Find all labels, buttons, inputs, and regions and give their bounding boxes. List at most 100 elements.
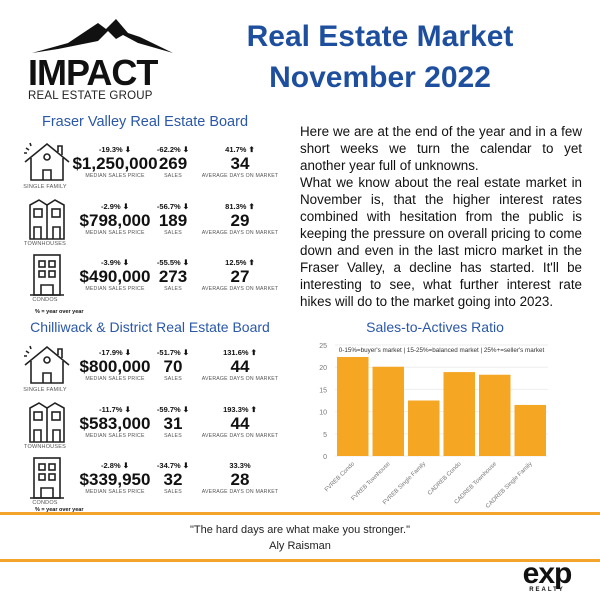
property-type-label: CONDOS — [32, 297, 58, 303]
sales-count: 31 — [163, 414, 183, 433]
days-change: 131.6% — [223, 348, 249, 357]
page-title-line1: Real Estate Market — [246, 20, 514, 53]
price-change: -2.9% — [101, 202, 121, 211]
days-on-market: 44 — [230, 414, 250, 433]
stats-row-townhouses: TOWNHOUSES -11.7% ⬇ $583,000 MEDIAN SALE… — [0, 400, 300, 460]
median-price-caption: MEDIAN SALES PRICE — [85, 286, 145, 292]
days-caption: AVERAGE DAYS ON MARKET — [201, 286, 279, 292]
days-caption: AVERAGE DAYS ON MARKET — [201, 433, 279, 439]
sales-caption: SALES — [164, 433, 182, 439]
commentary-paragraph: What we know about the real estate marke… — [300, 175, 582, 309]
median-price-stat: -3.9% ⬇ $490,000 MEDIAN SALES PRICE — [70, 258, 160, 292]
x-tick-label: CADREB Condo — [427, 461, 463, 497]
arrow-down-icon: ⬇ — [180, 461, 190, 470]
arrow-up-icon: ⬆ — [246, 258, 255, 267]
stats-row-condos: CONDOS -2.8% ⬇ $339,950 MEDIAN SALES PRI… — [0, 456, 300, 516]
price-change: -11.7% — [99, 405, 123, 414]
commentary-paragraph: Here we are at the end of the year and i… — [300, 124, 582, 173]
bar — [514, 404, 546, 456]
sales-count: 70 — [163, 357, 183, 376]
y-tick-label: 20 — [319, 365, 327, 372]
house-icon — [22, 343, 72, 387]
days-caption: AVERAGE DAYS ON MARKET — [201, 173, 279, 179]
sales-change: -56.7% — [156, 202, 181, 211]
days-on-market-stat: 193.3% ⬆ 44 AVERAGE DAYS ON MARKET — [200, 405, 280, 439]
days-on-market: 27 — [230, 267, 250, 286]
median-price-caption: MEDIAN SALES PRICE — [85, 230, 145, 236]
arrow-up-icon: ⬆ — [248, 348, 257, 357]
arrow-up-icon: ⬆ — [246, 145, 255, 154]
sales-change: -59.7% — [156, 405, 181, 414]
arrow-down-icon: ⬇ — [122, 405, 131, 414]
property-type-label: TOWNHOUSES — [24, 241, 66, 247]
sales-change: -34.7% — [156, 461, 181, 470]
fraser-valley-heading: Fraser Valley Real Estate Board — [41, 114, 249, 130]
x-tick-label: FVREB Townhouse — [351, 461, 392, 502]
impact-logo: IMPACT REAL ESTATE GROUP — [28, 15, 178, 105]
quote-author: Aly Raisman — [269, 540, 331, 552]
arrow-down-icon: ⬇ — [120, 461, 129, 470]
sales-caption: SALES — [164, 489, 182, 495]
year-over-year-note: % = year over year — [35, 309, 84, 315]
price-change: -17.9% — [98, 348, 123, 357]
days-on-market: 44 — [230, 357, 250, 376]
divider — [0, 559, 600, 562]
bar — [408, 400, 440, 456]
days-on-market-stat: 12.5% ⬆ 27 AVERAGE DAYS ON MARKET — [200, 258, 280, 292]
sales-stat: -51.7% ⬇ 70 SALES — [148, 348, 198, 382]
stats-row-single-family: SINGLE FAMILY -19.3% ⬇ $1,250,000 MEDIAN… — [0, 140, 300, 200]
stats-row-condos: CONDOS -3.9% ⬇ $490,000 MEDIAN SALES PRI… — [0, 253, 300, 313]
divider — [0, 512, 600, 515]
days-on-market: 34 — [230, 154, 250, 173]
sales-caption: SALES — [164, 173, 182, 179]
arrow-down-icon: ⬇ — [180, 405, 190, 414]
arrow-up-icon: ⬆ — [248, 405, 257, 414]
median-price: $583,000 — [79, 414, 151, 433]
sales-stat: -59.7% ⬇ 31 SALES — [148, 405, 198, 439]
sales-caption: SALES — [164, 230, 182, 236]
bar — [372, 366, 404, 456]
days-on-market-stat: 33.3% 28 AVERAGE DAYS ON MARKET — [200, 461, 280, 495]
median-price: $1,250,000 — [72, 154, 158, 173]
arrow-down-icon: ⬇ — [122, 348, 132, 357]
arrow-down-icon: ⬇ — [180, 145, 190, 154]
sales-change: -62.2% — [156, 145, 181, 154]
arrow-up-icon: ⬆ — [246, 202, 255, 211]
days-on-market-stat: 131.6% ⬆ 44 AVERAGE DAYS ON MARKET — [200, 348, 280, 382]
median-price: $339,950 — [79, 470, 151, 489]
median-price-stat: -2.9% ⬇ $798,000 MEDIAN SALES PRICE — [70, 202, 160, 236]
days-change: 81.3% — [225, 202, 247, 211]
y-tick-label: 25 — [319, 343, 327, 350]
arrow-down-icon: ⬇ — [180, 348, 190, 357]
price-change: -19.3% — [98, 145, 123, 154]
arrow-down-icon: ⬇ — [120, 202, 129, 211]
y-tick-label: 0 — [323, 454, 327, 461]
days-on-market-stat: 41.7% ⬆ 34 AVERAGE DAYS ON MARKET — [200, 145, 280, 179]
exp-realty-logo: exp REALTY — [512, 557, 582, 594]
sales-count: 269 — [158, 154, 188, 173]
sales-change: -51.7% — [156, 348, 181, 357]
stats-row-townhouses: TOWNHOUSES -2.9% ⬇ $798,000 MEDIAN SALES… — [0, 197, 300, 257]
days-caption: AVERAGE DAYS ON MARKET — [201, 376, 279, 382]
price-change: -2.8% — [101, 461, 121, 470]
market-commentary: Here we are at the end of the year and i… — [300, 123, 582, 310]
house-icon — [22, 140, 72, 184]
sales-stat: -56.7% ⬇ 189 SALES — [148, 202, 198, 236]
chart-annotation: 0-15%=buyer's market | 15-25%=balanced m… — [339, 347, 545, 354]
townhouse-icon — [22, 197, 72, 241]
price-change: -3.9% — [101, 258, 121, 267]
days-on-market: 29 — [230, 211, 250, 230]
y-tick-label: 15 — [319, 387, 327, 394]
logo-text: IMPACT — [28, 52, 158, 93]
exp-logo-text: exp — [522, 557, 573, 590]
arrow-down-icon: ⬇ — [120, 258, 129, 267]
sales-count: 189 — [158, 211, 188, 230]
median-price-stat: -19.3% ⬇ $1,250,000 MEDIAN SALES PRICE — [70, 145, 160, 179]
sales-stat: -34.7% ⬇ 32 SALES — [148, 461, 198, 495]
median-price-stat: -11.7% ⬇ $583,000 MEDIAN SALES PRICE — [70, 405, 160, 439]
property-type-label: TOWNHOUSES — [24, 444, 66, 450]
days-on-market-stat: 81.3% ⬆ 29 AVERAGE DAYS ON MARKET — [200, 202, 280, 236]
sales-stat: -62.2% ⬇ 269 SALES — [148, 145, 198, 179]
median-price-caption: MEDIAN SALES PRICE — [85, 489, 145, 495]
